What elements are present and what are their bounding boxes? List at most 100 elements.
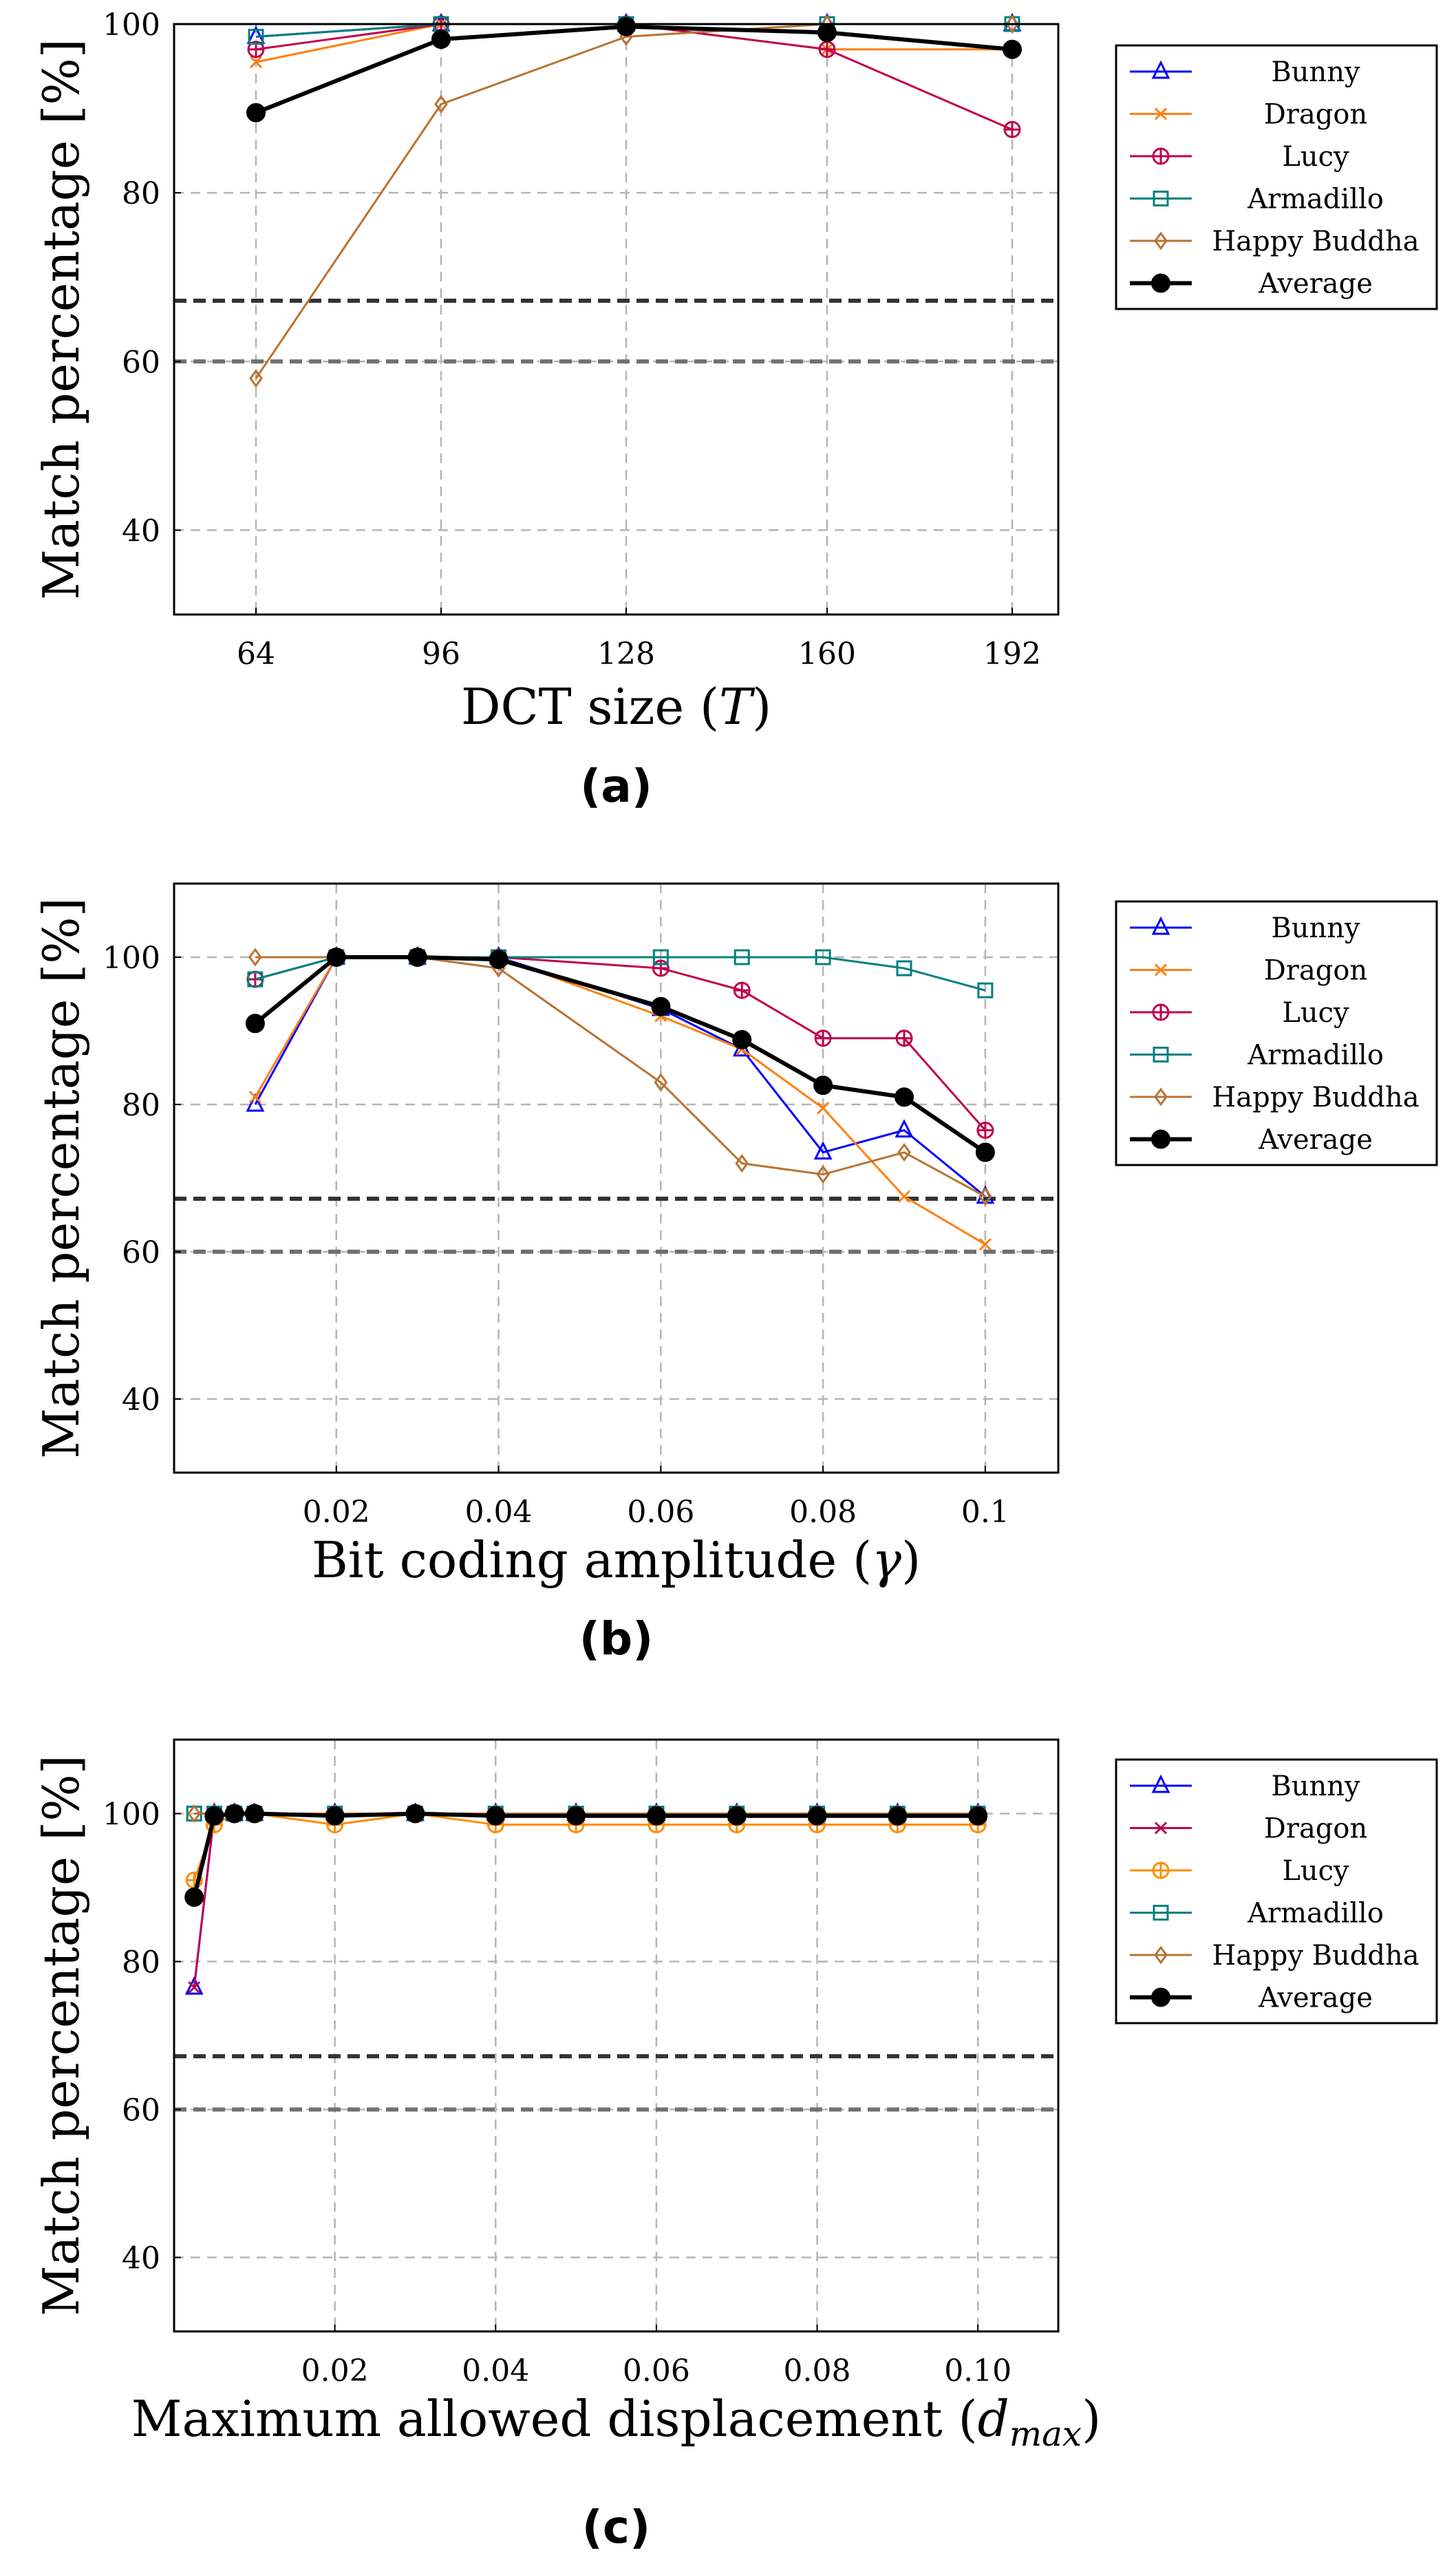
legend-label: Happy Buddha	[1212, 1940, 1419, 1972]
legend-item: Bunny	[1130, 1771, 1360, 1802]
legend-marker	[1153, 1047, 1169, 1062]
marker-stroke	[817, 1102, 830, 1115]
legend-label: Dragon	[1264, 99, 1368, 131]
legend-item: Average	[1130, 1983, 1373, 2014]
data-point	[895, 1029, 913, 1047]
data-point	[813, 1141, 833, 1160]
marker-stroke	[188, 1981, 201, 1994]
data-point	[204, 1806, 224, 1826]
legend-item: Armadillo	[1130, 184, 1384, 215]
legend-item: Lucy	[1130, 141, 1349, 173]
data-point	[617, 17, 636, 36]
grid	[174, 23, 1058, 615]
legend-label: Average	[1258, 1983, 1373, 2014]
x-tick-label: 0.04	[462, 2353, 529, 2389]
legend-item: Dragon	[1130, 1813, 1367, 1845]
data-point	[895, 1119, 914, 1137]
legend-item: Bunny	[1130, 56, 1360, 88]
series-line	[193, 1812, 978, 1881]
x-axis-title-text: DCT size (	[461, 678, 719, 736]
legend-label: Bunny	[1271, 56, 1360, 88]
series-group	[246, 13, 1022, 388]
data-point	[434, 94, 448, 114]
marker-stroke	[978, 1238, 992, 1251]
panel-label: (a)	[580, 760, 652, 813]
panel-label: (b)	[579, 1612, 654, 1665]
plot-frame	[173, 23, 1060, 616]
legend-label: Happy Buddha	[1212, 226, 1419, 257]
x-axis-title: Bit coding amplitude (γ)	[312, 1531, 921, 1589]
data-point	[814, 1029, 832, 1047]
marker-stroke	[249, 56, 263, 69]
x-tick-label: 128	[597, 637, 655, 672]
series-lucy	[246, 948, 994, 1139]
y-axis: 40 60 80 100	[103, 1797, 181, 2276]
x-tick-label: 0.04	[465, 1495, 533, 1530]
data-point	[897, 1190, 911, 1203]
y-tick-label: 80	[122, 1088, 160, 1123]
legend-label: Lucy	[1282, 997, 1349, 1029]
data-point	[246, 1093, 265, 1112]
marker-stroke	[1154, 963, 1168, 976]
x-axis: 0.02 0.04 0.06 0.08 0.10	[301, 2325, 1011, 2389]
data-point	[735, 1154, 749, 1173]
x-axis-title: DCT size (T)	[461, 678, 771, 736]
data-point	[1005, 14, 1019, 34]
data-point	[247, 971, 264, 987]
y-axis-title: Match percentage [%]	[32, 897, 90, 1459]
y-tick-label: 60	[122, 2093, 160, 2128]
legend-marker	[1151, 916, 1170, 935]
chart-panel-3: 40 60 80 100 0.02 0.04 0.06 0.08 0.10 Match perce…	[32, 1738, 1438, 2553]
data-point	[734, 949, 750, 965]
data-point	[978, 1187, 992, 1206]
x-tick-label: 0.08	[784, 2353, 851, 2389]
x-axis-title-symbol: γ	[872, 1531, 902, 1589]
x-tick-label: 0.06	[627, 1495, 694, 1530]
legend-label: Armadillo	[1247, 1898, 1384, 1930]
data-point	[184, 1976, 204, 1995]
marker-stroke	[1154, 1822, 1168, 1835]
legend-label: Dragon	[1264, 955, 1368, 987]
legend-label: Armadillo	[1247, 184, 1384, 215]
data-point	[654, 1073, 668, 1092]
legend-label: Happy Buddha	[1212, 1082, 1419, 1113]
chart-panel-2: 40 60 80 100 0.02 0.04 0.06 0.08 0.1 Match percen…	[32, 882, 1438, 1665]
data-point	[248, 948, 262, 967]
marker-stroke	[897, 1190, 911, 1203]
data-point	[817, 1102, 830, 1115]
x-tick-label: 0.10	[944, 2353, 1011, 2389]
data-point	[732, 1029, 752, 1049]
data-point	[813, 1076, 833, 1096]
y-tick-label: 40	[122, 513, 160, 548]
legend-item: Lucy	[1130, 997, 1349, 1029]
data-point	[968, 1806, 988, 1826]
series-lucy	[185, 1805, 987, 1889]
series-bunny	[246, 946, 995, 1204]
legend-item: Armadillo	[1130, 1040, 1384, 1071]
series-line	[255, 23, 1012, 379]
data-point	[249, 369, 263, 388]
series-line	[255, 956, 986, 992]
legend-marker	[1152, 1003, 1170, 1021]
legend-marker	[1154, 1945, 1168, 1965]
x-tick-label: 0.1	[961, 1495, 1009, 1530]
y-axis-title: Match percentage [%]	[32, 1755, 90, 2316]
data-point	[977, 982, 994, 998]
data-point	[489, 950, 508, 970]
data-point	[646, 1806, 666, 1826]
legend-label: Lucy	[1282, 1855, 1349, 1887]
y-axis-title: Match percentage [%]	[32, 39, 90, 600]
y-tick-label: 40	[122, 2241, 160, 2276]
legend-label: Bunny	[1271, 912, 1360, 944]
y-tick-label: 80	[122, 1945, 160, 1980]
data-point	[248, 28, 264, 45]
x-tick-label: 0.02	[301, 2353, 369, 2389]
legend-box	[1115, 44, 1438, 310]
data-point	[248, 1091, 261, 1104]
x-axis-title-symbol: T	[719, 678, 756, 736]
data-point	[895, 1087, 914, 1107]
x-tick-label: 192	[983, 637, 1041, 672]
legend-marker	[1151, 60, 1170, 79]
